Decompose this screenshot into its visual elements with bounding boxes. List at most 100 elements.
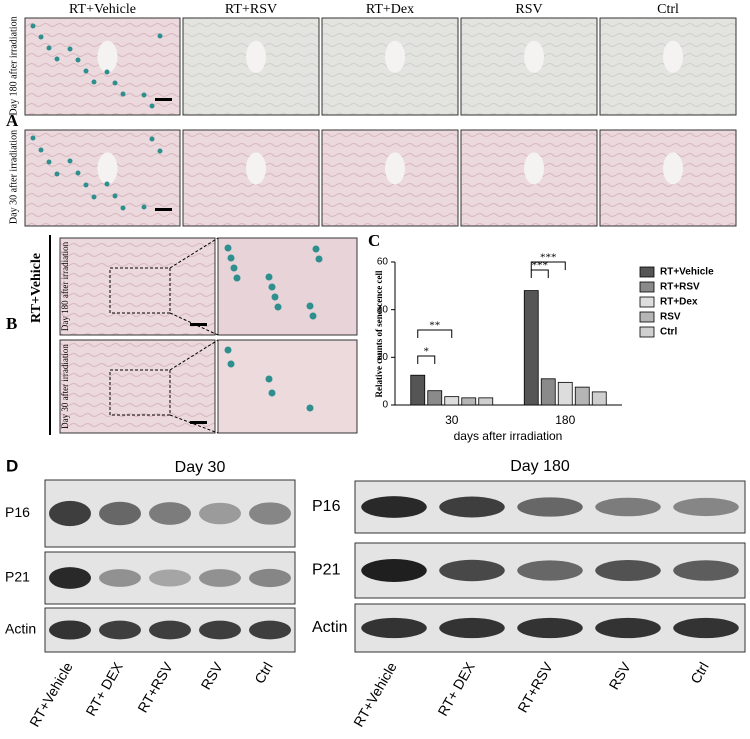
bar xyxy=(523,290,539,406)
bar xyxy=(461,397,477,406)
blot-row-label: P21 xyxy=(312,562,341,579)
zoom-line xyxy=(169,339,219,371)
band xyxy=(249,568,291,588)
lane-label: RT+Vehicle xyxy=(26,659,76,729)
stain xyxy=(227,254,235,262)
band xyxy=(99,620,141,640)
legend-swatch xyxy=(639,281,655,293)
lane-label: RT+ DEX xyxy=(434,659,478,719)
panel-label: C xyxy=(368,231,380,250)
bar xyxy=(591,391,607,406)
lane-label: Ctrl xyxy=(687,659,712,686)
legend-swatch xyxy=(639,266,655,278)
group-label: RT+Vehicle xyxy=(29,253,44,323)
stain xyxy=(112,80,118,86)
band xyxy=(249,502,291,525)
inset-box xyxy=(109,267,171,314)
legend-label: Ctrl xyxy=(660,327,677,338)
stain xyxy=(268,283,276,291)
vessel xyxy=(663,152,683,185)
blot xyxy=(44,551,296,605)
band xyxy=(673,617,739,639)
band xyxy=(361,617,427,639)
stain xyxy=(46,45,52,51)
stain xyxy=(75,57,81,63)
row-label: Day 30 after irradiation xyxy=(60,344,70,429)
significance-bracket xyxy=(530,261,566,270)
row-label: Day 180 after irradiation xyxy=(60,241,70,331)
stain xyxy=(315,255,323,263)
vessel xyxy=(97,152,118,185)
vessel xyxy=(663,40,683,73)
legend-label: RT+RSV xyxy=(660,282,700,293)
band xyxy=(99,569,141,587)
vessel xyxy=(97,40,118,73)
bar xyxy=(410,374,426,406)
vessel xyxy=(385,40,405,73)
y-axis-label: Relative counts of senescence cell xyxy=(374,270,384,397)
legend-swatch xyxy=(639,311,655,323)
band xyxy=(149,502,191,525)
column-header: RT+Vehicle xyxy=(69,2,136,17)
stain xyxy=(83,182,89,188)
band xyxy=(49,620,91,640)
blot-row-label: P16 xyxy=(312,498,341,515)
stain xyxy=(306,404,314,412)
x-tick-label: 30 xyxy=(445,413,459,427)
legend-label: RT+Vehicle xyxy=(660,267,714,278)
column-header: RT+Dex xyxy=(366,2,414,17)
stain xyxy=(149,136,155,142)
stain xyxy=(75,170,81,176)
stain xyxy=(30,135,36,141)
blot-row-label: Actin xyxy=(5,621,36,637)
band xyxy=(595,497,661,517)
lane-label: Ctrl xyxy=(251,659,276,686)
band xyxy=(99,501,141,526)
band xyxy=(439,617,505,639)
band xyxy=(673,497,739,517)
bar xyxy=(540,378,556,406)
stain xyxy=(306,302,314,310)
stain xyxy=(120,91,126,97)
band xyxy=(595,560,661,581)
x-tick-label: 180 xyxy=(555,413,575,427)
vessel xyxy=(524,40,544,73)
band xyxy=(673,560,739,581)
column-header: RSV xyxy=(515,2,542,17)
band xyxy=(149,569,191,587)
scale-bar xyxy=(155,208,172,211)
stain xyxy=(141,92,147,98)
stain xyxy=(38,147,44,153)
stain xyxy=(91,194,97,200)
zoom-line xyxy=(169,237,219,269)
scale-bar xyxy=(155,98,172,101)
lane-label: RT+RSV xyxy=(134,659,176,716)
zoom-image xyxy=(217,237,358,336)
significance-bracket xyxy=(417,329,453,338)
stain xyxy=(157,33,163,39)
vessel xyxy=(246,152,266,185)
stain xyxy=(312,245,320,253)
stain xyxy=(54,56,60,62)
panel-label: B xyxy=(6,314,17,333)
legend-label: RT+Dex xyxy=(660,297,698,308)
stain xyxy=(120,205,126,211)
zoom-image xyxy=(217,339,358,434)
panel-label: A xyxy=(6,111,19,130)
bar xyxy=(427,390,443,406)
bar xyxy=(557,381,573,406)
blot-row-label: Actin xyxy=(312,619,348,636)
row-label: Day 30 after irradiation xyxy=(8,130,19,224)
lane-label: RSV xyxy=(198,659,227,693)
stain xyxy=(224,244,232,252)
bar xyxy=(478,397,494,406)
lane-label: RT+Vehicle xyxy=(350,659,400,729)
stain xyxy=(54,171,60,177)
stain xyxy=(83,68,89,74)
legend-swatch xyxy=(639,326,655,338)
significance-label: *** xyxy=(540,252,557,264)
band xyxy=(517,497,583,517)
stain xyxy=(224,346,232,354)
bar xyxy=(574,386,590,406)
micrograph xyxy=(24,129,181,227)
